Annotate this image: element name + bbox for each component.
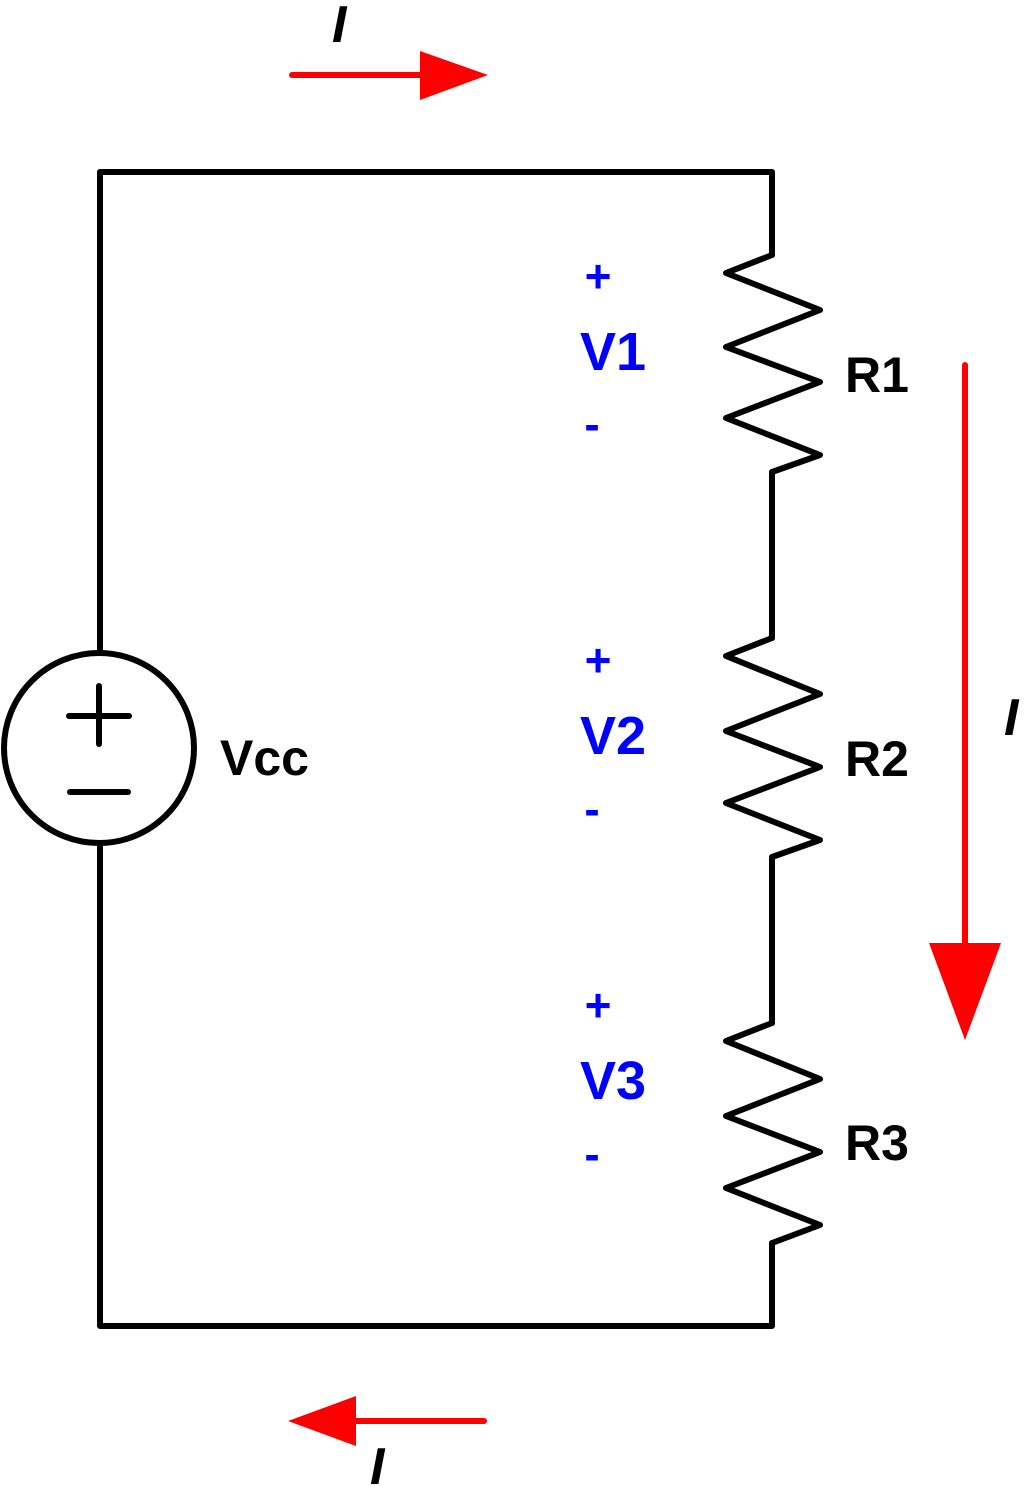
voltage-drop-v3: + V3 - xyxy=(580,979,646,1180)
v3-label: V3 xyxy=(580,1051,646,1111)
v2-plus-sign: + xyxy=(585,634,612,686)
v1-plus-sign: + xyxy=(585,250,612,302)
resistor-label-r1: R1 xyxy=(845,347,909,403)
resistor-r1-symbol xyxy=(723,252,823,475)
v3-minus-sign: - xyxy=(584,1128,599,1180)
current-arrow-top xyxy=(289,51,488,100)
plus-icon xyxy=(66,683,132,747)
bottom-wire xyxy=(97,843,775,1329)
current-arrow-bottom xyxy=(288,1396,487,1446)
current-label-top: I xyxy=(332,0,348,54)
resistor-r2-symbol xyxy=(723,635,823,860)
current-arrow-right xyxy=(929,362,1001,1040)
v1-minus-sign: - xyxy=(584,398,599,450)
resistor-label-r2: R2 xyxy=(845,731,909,787)
v2-label: V2 xyxy=(580,706,646,766)
v1-label: V1 xyxy=(580,322,646,382)
voltage-source xyxy=(1,650,197,846)
resistor-label-r3: R3 xyxy=(845,1115,909,1171)
voltage-drop-v2: + V2 - xyxy=(580,634,646,835)
current-label-right: I xyxy=(1004,689,1020,747)
v3-plus-sign: + xyxy=(585,979,612,1031)
top-wire xyxy=(97,169,775,653)
source-label: Vcc xyxy=(220,730,309,786)
voltage-source-circle xyxy=(1,650,197,846)
voltage-drop-v1: + V1 - xyxy=(580,250,646,450)
current-label-bottom: I xyxy=(370,1438,386,1486)
resistor-r3-symbol xyxy=(723,1020,823,1246)
v2-minus-sign: - xyxy=(584,783,599,835)
